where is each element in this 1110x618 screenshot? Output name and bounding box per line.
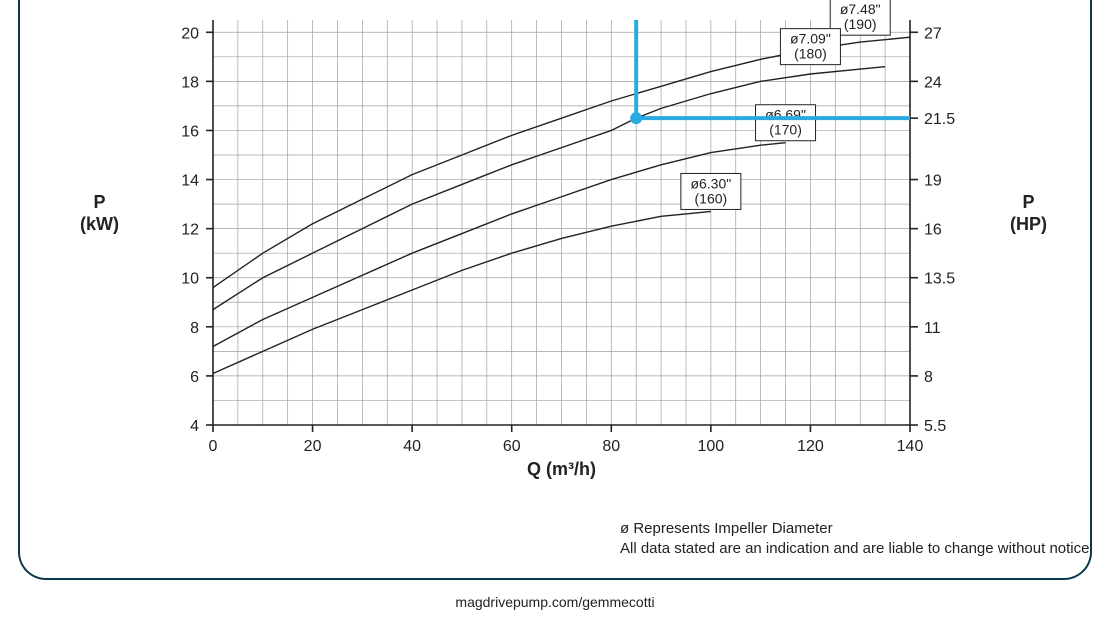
svg-text:19: 19 [924,173,942,190]
svg-text:8: 8 [924,369,933,386]
svg-text:16: 16 [181,123,199,140]
power-chart: 0 20 40 60 80 100 120 140 Q (m³/h) 4 6 8 10 12 14 16 18 2… [0,0,1110,500]
svg-text:ø7.09": ø7.09" [790,31,831,47]
svg-text:100: 100 [698,438,725,455]
svg-text:(180): (180) [794,46,827,62]
svg-text:Q (m³/h): Q (m³/h) [527,459,596,479]
svg-text:10: 10 [181,271,199,288]
svg-text:60: 60 [503,438,521,455]
svg-text:20: 20 [181,25,199,42]
svg-text:20: 20 [304,438,322,455]
svg-text:13.5: 13.5 [924,271,955,288]
svg-text:27: 27 [924,25,942,42]
svg-text:ø6.69": ø6.69" [765,107,806,123]
svg-text:0: 0 [209,438,218,455]
svg-text:ø6.30": ø6.30" [690,175,731,191]
svg-text:21.5: 21.5 [924,111,955,128]
footnote-line2: All data stated are an indication and ar… [620,540,1089,557]
svg-text:12: 12 [181,222,199,239]
svg-text:14: 14 [181,173,199,190]
footnote-line1: ø Represents Impeller Diameter [620,520,833,537]
footer-url: magdrivepump.com/gemmecotti [0,594,1110,610]
svg-text:140: 140 [897,438,924,455]
svg-text:24: 24 [924,74,942,91]
svg-text:(170): (170) [769,122,802,138]
svg-text:(160): (160) [695,190,728,206]
svg-text:6: 6 [190,369,199,386]
svg-text:ø7.48": ø7.48" [840,1,881,17]
svg-text:8: 8 [190,320,199,337]
svg-text:120: 120 [797,438,824,455]
svg-text:80: 80 [602,438,620,455]
page: P (kW) P (HP) 020406080100120140Q (m³/h)… [0,0,1110,618]
svg-text:5.5: 5.5 [924,418,946,435]
svg-text:18: 18 [181,74,199,91]
svg-text:(190): (190) [844,16,877,32]
svg-text:4: 4 [190,418,199,435]
svg-text:11: 11 [924,320,941,337]
svg-text:40: 40 [403,438,421,455]
svg-text:16: 16 [924,222,942,239]
